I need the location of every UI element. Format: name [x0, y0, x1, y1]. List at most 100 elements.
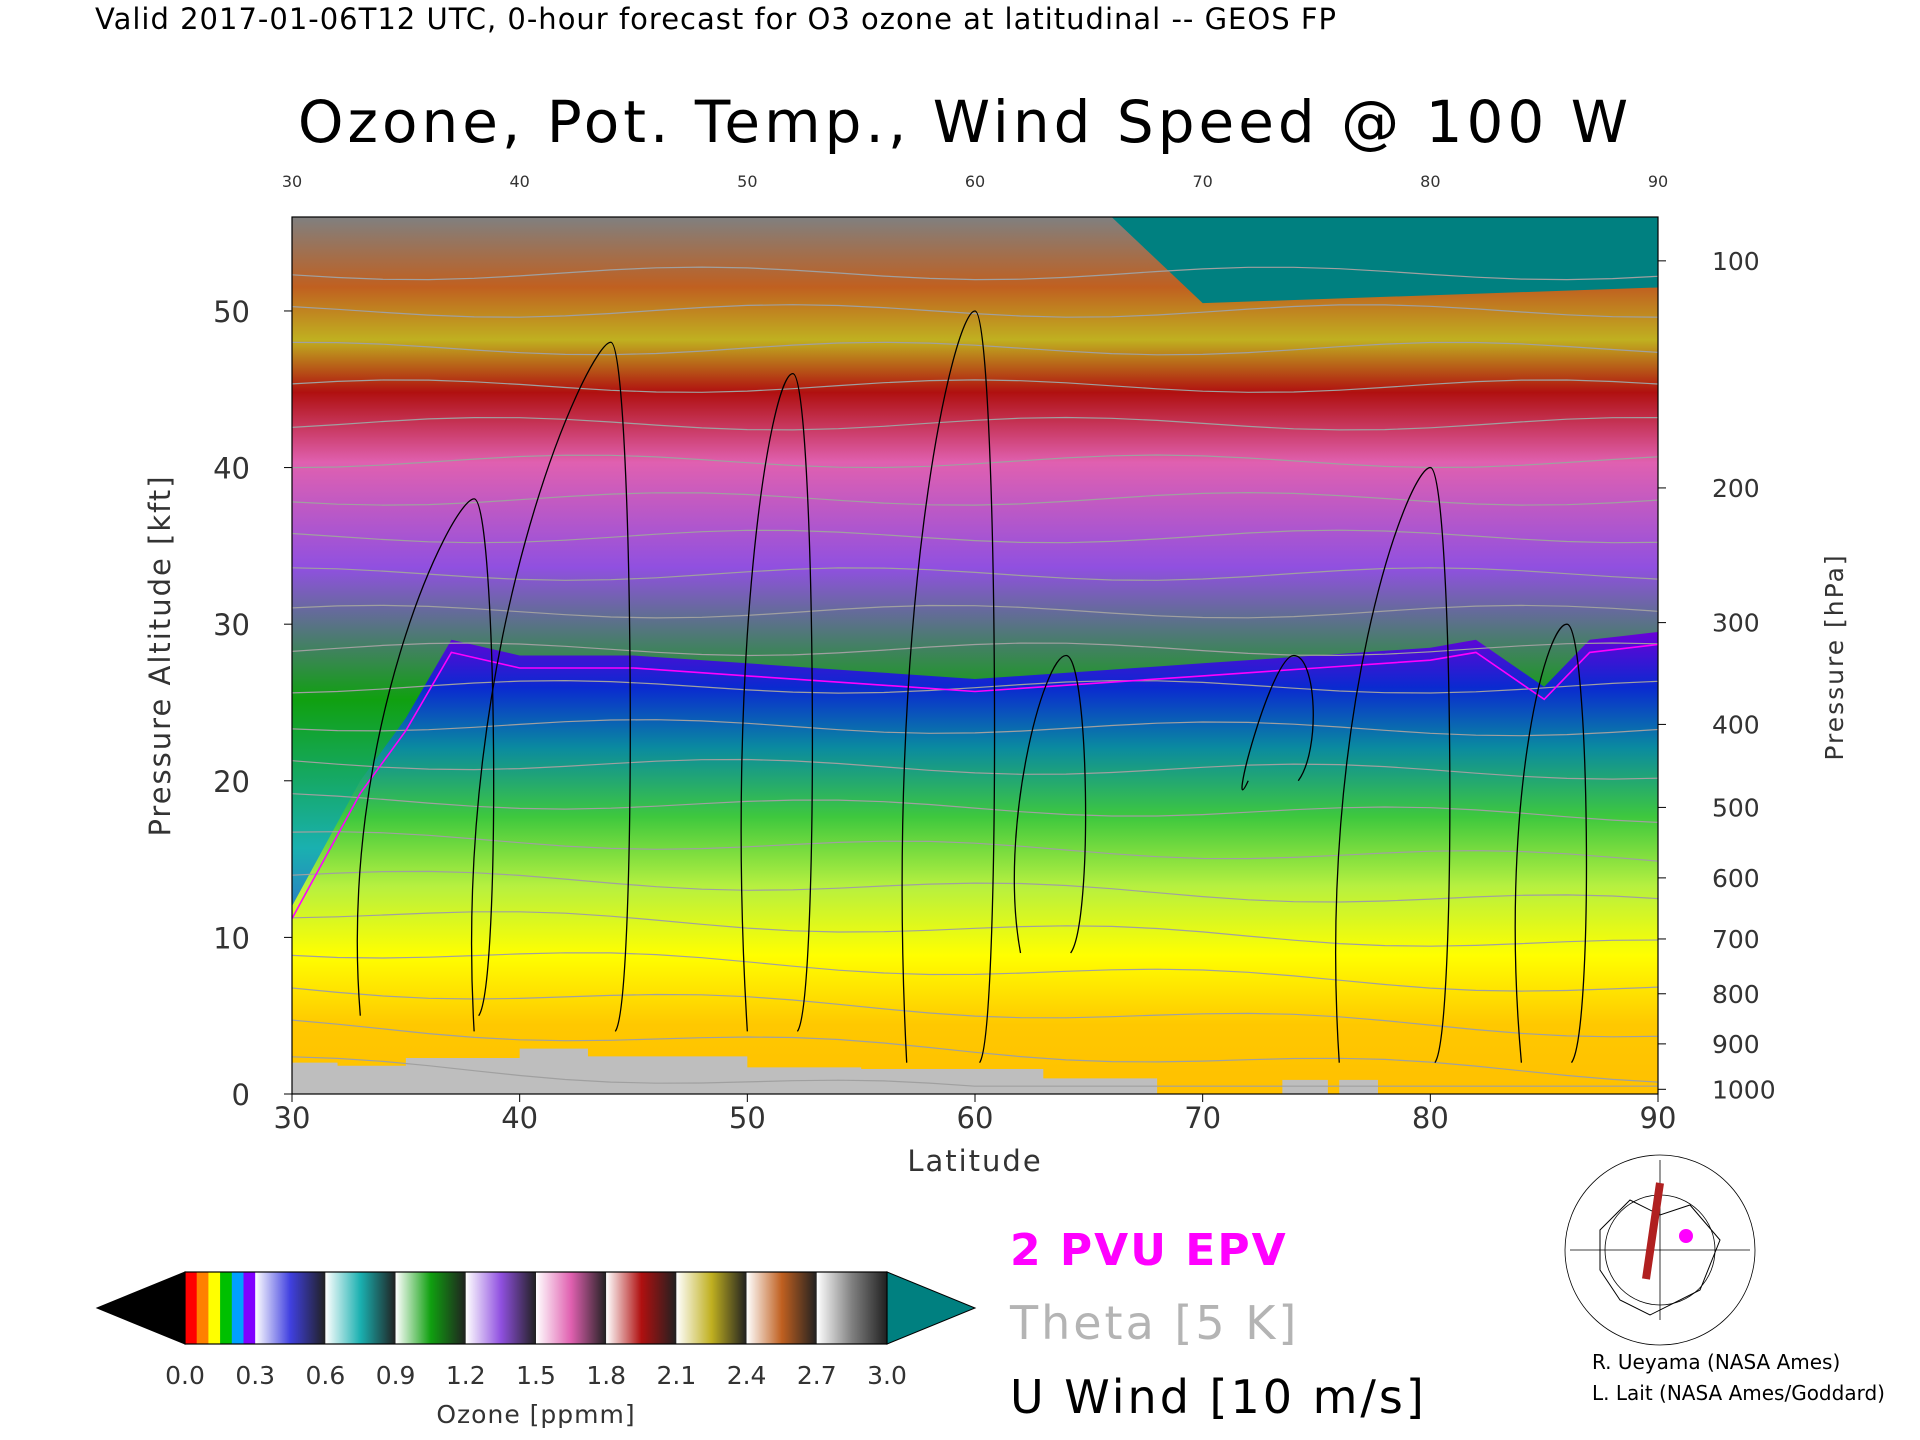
terrain-patch [1282, 1079, 1328, 1094]
x-tick-label: 90 [1640, 1101, 1677, 1135]
ozone-colorbar: 0.0 0.3 0.6 0.9 1.2 1.5 1.8 2.1 2.4 2.7 3.0 Ozone [… [95, 1271, 977, 1429]
x-top-tick-label: 70 [1192, 172, 1212, 191]
theta-contour [292, 1019, 1658, 1083]
troposphere-field [292, 632, 1658, 1094]
u-wind-contour [901, 310, 996, 1064]
legend-u-wind: U Wind [10 m/s] [1010, 1370, 1427, 1424]
theta-contour [292, 304, 1658, 318]
colorbar-tick-label: 3.0 [867, 1361, 907, 1390]
y-tick-label: 30 [213, 608, 250, 642]
theta-contour [292, 416, 1658, 431]
colorbar-rainbow-cell [185, 1272, 198, 1344]
y-right-tick-label: 100 [1712, 247, 1760, 276]
x-tick-label: 60 [957, 1101, 994, 1135]
theta-contour [292, 870, 1658, 903]
colorbar-rainbow-cell [243, 1272, 256, 1344]
u-wind-contour [1013, 654, 1087, 954]
colorbar-tick-label: 2.1 [657, 1361, 697, 1390]
credit-line-2: L. Lait (NASA Ames/Goddard) [1592, 1381, 1885, 1405]
theta-contour [292, 567, 1658, 581]
x-top-tick-label: 60 [965, 172, 985, 191]
y-right-tick-label: 1000 [1712, 1075, 1776, 1104]
colorbar-label: Ozone [ppmm] [436, 1400, 635, 1429]
theta-contour [292, 679, 1658, 694]
chart-title: Ozone, Pot. Temp., Wind Speed @ 100 W [297, 88, 1633, 156]
u-wind-contour [1241, 654, 1314, 791]
colorbar-rainbow-cell [231, 1272, 244, 1344]
theta-contour [292, 793, 1658, 823]
theta-contour [292, 987, 1658, 1038]
y-axis-label-right: Pressure [hPa] [1820, 553, 1849, 760]
colorbar-tick-label: 1.2 [446, 1361, 486, 1390]
valid-time-header: Valid 2017-01-06T12 UTC, 0-hour forecast… [95, 2, 1338, 36]
y-right-tick-label: 500 [1712, 793, 1760, 822]
y-right-tick-label: 700 [1712, 925, 1760, 954]
u-wind-contour [470, 341, 631, 1032]
x-axis-label: Latitude [907, 1144, 1042, 1178]
y-right-tick-label: 900 [1712, 1030, 1760, 1059]
terrain [292, 1048, 1158, 1094]
y-right-tick-label: 400 [1712, 710, 1760, 739]
colorbar-under-arrow [95, 1271, 186, 1345]
map-marker [1679, 1229, 1693, 1243]
x-tick-label: 80 [1412, 1101, 1449, 1135]
theta-contour [292, 529, 1658, 544]
y-tick-label: 20 [213, 765, 250, 799]
y-tick-label: 10 [213, 921, 250, 955]
theta-contour [292, 642, 1658, 657]
theta-contour [292, 491, 1658, 506]
y-right-tick-label: 600 [1712, 864, 1760, 893]
theta-contour [292, 831, 1658, 862]
theta-contour [292, 911, 1658, 947]
theta-contour [292, 604, 1658, 619]
colorbar-band [746, 1272, 817, 1344]
colorbar-tick-label: 0.9 [376, 1361, 416, 1390]
colorbar-rainbow-cell [196, 1272, 209, 1344]
x-top-tick-label: 40 [509, 172, 529, 191]
y-axis-label-left: Pressure Altitude [kft] [143, 474, 177, 836]
colorbar-tick-label: 0.0 [165, 1361, 205, 1390]
x-tick-label: 30 [274, 1101, 311, 1135]
y-right-tick-label: 300 [1712, 609, 1760, 638]
colorbar-band [465, 1272, 536, 1344]
locator-map [1559, 1154, 1759, 1346]
u-wind-contour [1514, 623, 1588, 1064]
colorbar-tick-label: 2.4 [727, 1361, 767, 1390]
colorbar-band [606, 1272, 677, 1344]
colorbar-band [395, 1272, 466, 1344]
x-top-tick-label: 50 [737, 172, 757, 191]
credit-line-1: R. Ueyama (NASA Ames) [1592, 1350, 1841, 1374]
colorbar-band [816, 1272, 887, 1344]
u-wind-contour [740, 372, 814, 1032]
high-ozone-region [1111, 217, 1658, 304]
y-tick-label: 40 [213, 452, 250, 486]
epv-2pvu-contour [292, 643, 1658, 919]
x-top-tick-label: 80 [1420, 172, 1440, 191]
terrain-patch [1339, 1079, 1378, 1094]
x-tick-label: 70 [1184, 1101, 1221, 1135]
colorbar-band [536, 1272, 607, 1344]
theta-contour [292, 952, 1658, 992]
colorbar-tick-label: 1.8 [586, 1361, 626, 1390]
ozone-field [292, 217, 1658, 1094]
x-top-tick-label: 90 [1648, 172, 1668, 191]
colorbar-band [255, 1272, 326, 1344]
legend-theta: Theta [5 K] [1010, 1296, 1300, 1350]
colorbar-band [676, 1272, 747, 1344]
colorbar-frame [184, 1271, 888, 1345]
map-coastline [1599, 1199, 1721, 1316]
x-top-tick-label: 30 [282, 172, 302, 191]
u-wind-contour [1335, 466, 1451, 1064]
y-tick-label: 0 [232, 1078, 250, 1112]
contour-overlays [292, 266, 1658, 1087]
map-cross-section-line [1642, 1182, 1664, 1280]
colorbar-tick-label: 0.6 [306, 1361, 346, 1390]
theta-contour [292, 719, 1658, 737]
theta-contour [292, 379, 1658, 393]
y-right-tick-label: 200 [1712, 474, 1760, 503]
legend-epv: 2 PVU EPV [1010, 1225, 1288, 1276]
theta-contour [292, 266, 1658, 281]
colorbar-rainbow-cell [220, 1272, 233, 1344]
